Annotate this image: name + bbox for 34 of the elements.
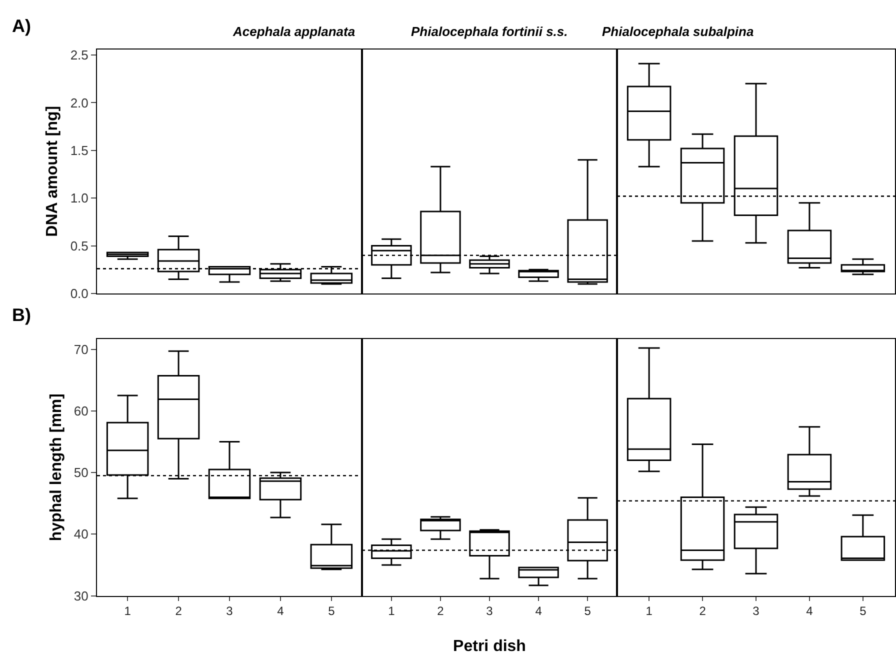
x-tick-label: 4 [535,604,542,618]
x-axis-title: Petri dish [453,638,526,655]
x-tick-label: 2 [437,604,444,618]
x-tick-label: 2 [699,604,706,618]
x-tick-label: 3 [752,604,760,618]
y-tick-label: 50 [74,465,88,480]
x-tick-label: 5 [584,604,592,618]
x-tick-label: 4 [277,604,284,618]
x-tick-label: 1 [646,604,653,618]
x-tick-label: 1 [124,604,132,618]
chart-title: Phialocephala subalpina [602,24,754,39]
chart-title: Acephala applanata [232,24,356,39]
y-tick-label: 1.0 [70,190,88,206]
y-tick-label: 40 [74,526,88,542]
y-tick-label: 0.5 [70,238,88,254]
text: B) [12,305,31,325]
x-tick-label: 4 [806,604,814,618]
y-tick-label: 70 [74,342,88,357]
y-axis-title: hyphal length [mm] [48,394,65,542]
x-tick-label: 5 [328,604,336,618]
x-tick-label: 3 [226,604,234,618]
y-tick-label: 2.0 [70,95,88,110]
y-axis-title: DNA amount [ng] [44,106,62,237]
y-tick-label: 60 [74,403,88,418]
text: A) [12,16,31,36]
x-tick-label: 3 [486,604,494,618]
x-tick-label: 2 [175,604,182,618]
y-tick-label: 1.5 [70,142,88,158]
chart-title: Phialocephala fortinii s.s. [411,24,568,39]
y-tick-label: 0.0 [70,286,88,302]
y-tick-label: 2.5 [70,48,88,63]
x-tick-label: 5 [860,604,867,618]
y-tick-label: 30 [74,588,88,604]
x-tick-label: 1 [388,604,396,618]
